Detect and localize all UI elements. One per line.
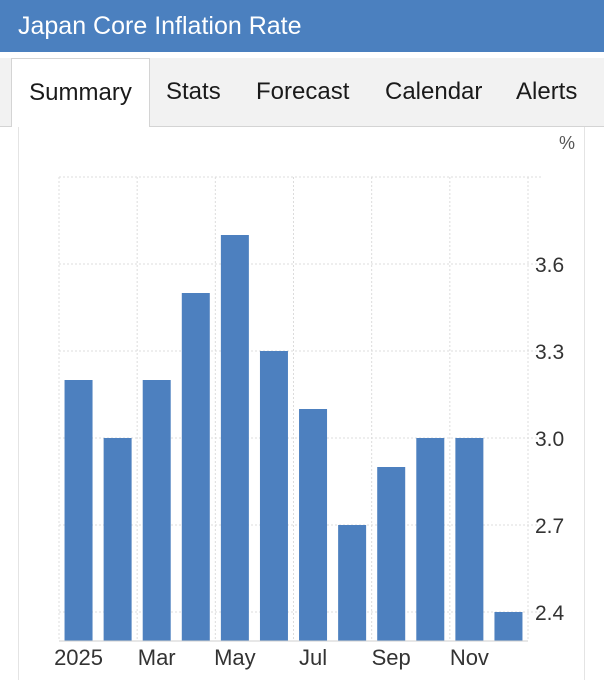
x-tick-label: Nov: [450, 645, 489, 670]
x-tick-label: 2025: [54, 645, 103, 670]
bar: [220, 235, 249, 641]
tab-calendar[interactable]: Calendar: [385, 78, 483, 105]
x-tick-label: May: [214, 645, 256, 670]
bar: [299, 409, 328, 641]
bar: [142, 380, 171, 641]
tab-stats[interactable]: Stats: [166, 78, 221, 105]
tab-alerts[interactable]: Alerts: [516, 78, 578, 105]
y-tick-label: 3.0: [535, 428, 564, 451]
tab-summary[interactable]: Summary: [11, 58, 150, 127]
inflation-bar-chart: 2.4 2.7 3.0 3.3 3.6% 2025 Mar May Jul Sep Nov: [54, 133, 575, 670]
bar: [494, 612, 523, 641]
bar: [338, 525, 367, 641]
header-bar: Japan Core Inflation Rate: [0, 0, 604, 52]
card-border-left: [18, 127, 19, 680]
bar: [455, 438, 484, 641]
tab-bar: Summary Stats Forecast Calendar Alerts: [0, 58, 604, 127]
x-tick-label: Jul: [299, 645, 327, 670]
bar: [181, 293, 210, 641]
x-tick-label: Sep: [372, 645, 411, 670]
bar: [103, 438, 132, 641]
tab-forecast[interactable]: Forecast: [256, 78, 350, 105]
unit-label: %: [559, 133, 575, 153]
page-title: Japan Core Inflation Rate: [18, 12, 302, 40]
card-border-right: [584, 127, 585, 680]
y-tick-label: 3.3: [535, 341, 564, 364]
y-tick-label: 3.6: [535, 254, 564, 277]
bar: [416, 438, 445, 641]
x-tick-label: Mar: [138, 645, 176, 670]
y-tick-label: 2.7: [535, 515, 564, 538]
bar: [377, 467, 406, 641]
chart-area: 2.4 2.7 3.0 3.3 3.6% 2025 Mar May Jul Sep Nov: [0, 127, 604, 680]
bar: [64, 380, 93, 641]
y-tick-label: 2.4: [535, 602, 565, 625]
bar: [259, 351, 288, 641]
